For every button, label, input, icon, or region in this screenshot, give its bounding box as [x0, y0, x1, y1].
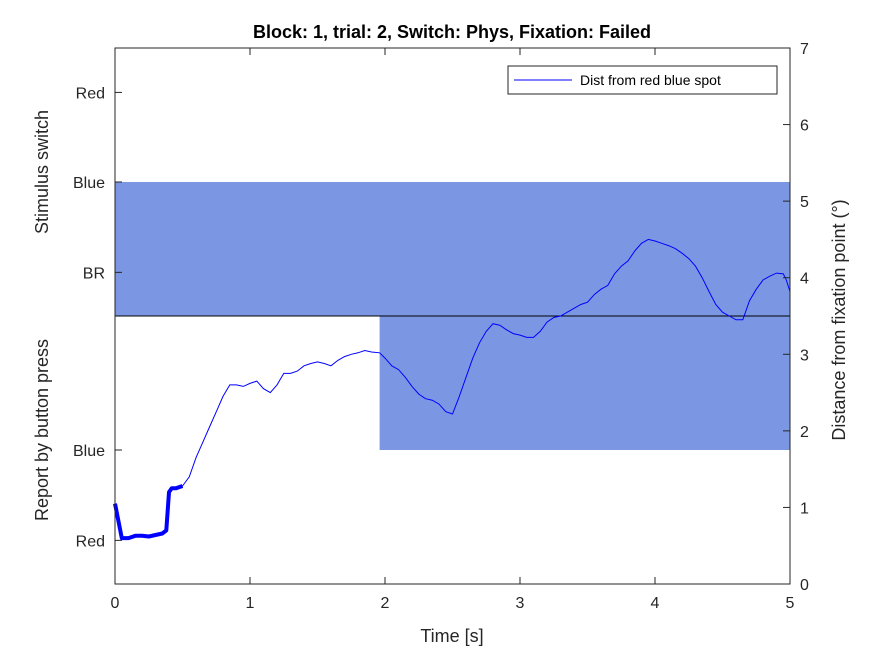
left-axis-label-report: Report by button press: [32, 339, 52, 521]
right-tick-label: 5: [800, 194, 809, 211]
x-tick-label: 5: [786, 595, 795, 612]
stimulus-band-0: [115, 182, 790, 316]
x-tick-label: 2: [381, 595, 390, 612]
right-tick-label: 6: [800, 118, 809, 135]
x-axis-ticks: 0 1 2 3 4 5: [111, 48, 795, 612]
left-axis-label-stimulus: Stimulus switch: [32, 110, 52, 234]
x-axis-label: Time [s]: [420, 626, 483, 646]
legend-entry: Dist from red blue spot: [580, 72, 721, 88]
x-tick-label: 3: [516, 595, 525, 612]
x-tick-label: 0: [111, 595, 120, 612]
left-axis-ticks: BR Blue Red Red Blue: [73, 85, 122, 550]
state-bands: [115, 182, 790, 450]
right-tick-label: 7: [800, 41, 809, 58]
left-tick-label: Red: [76, 533, 105, 550]
right-tick-label: 4: [800, 271, 809, 288]
left-tick-label: Blue: [73, 443, 105, 460]
left-tick-label: Red: [76, 85, 105, 102]
x-tick-label: 4: [651, 595, 660, 612]
series-thick-segment-0: [113, 484, 184, 541]
report-band-0: [379, 316, 790, 450]
chart-title: Block: 1, trial: 2, Switch: Phys, Fixati…: [253, 22, 651, 42]
series-line-0: [114, 238, 791, 539]
right-tick-label: 1: [800, 500, 809, 517]
left-tick-label: BR: [83, 265, 105, 282]
right-tick-label: 3: [800, 347, 809, 364]
right-tick-label: 2: [800, 424, 809, 441]
right-axis-ticks: 0 1 2 3 4 5 6 7: [783, 41, 809, 594]
series-group: [113, 238, 791, 541]
axes-box: [114, 47, 791, 585]
legend: Dist from red blue spot: [507, 65, 778, 95]
x-tick-label: 1: [246, 595, 255, 612]
right-axis-label: Distance from fixation point (°): [829, 199, 849, 440]
right-tick-label: 0: [800, 577, 809, 594]
left-tick-label: Blue: [73, 175, 105, 192]
